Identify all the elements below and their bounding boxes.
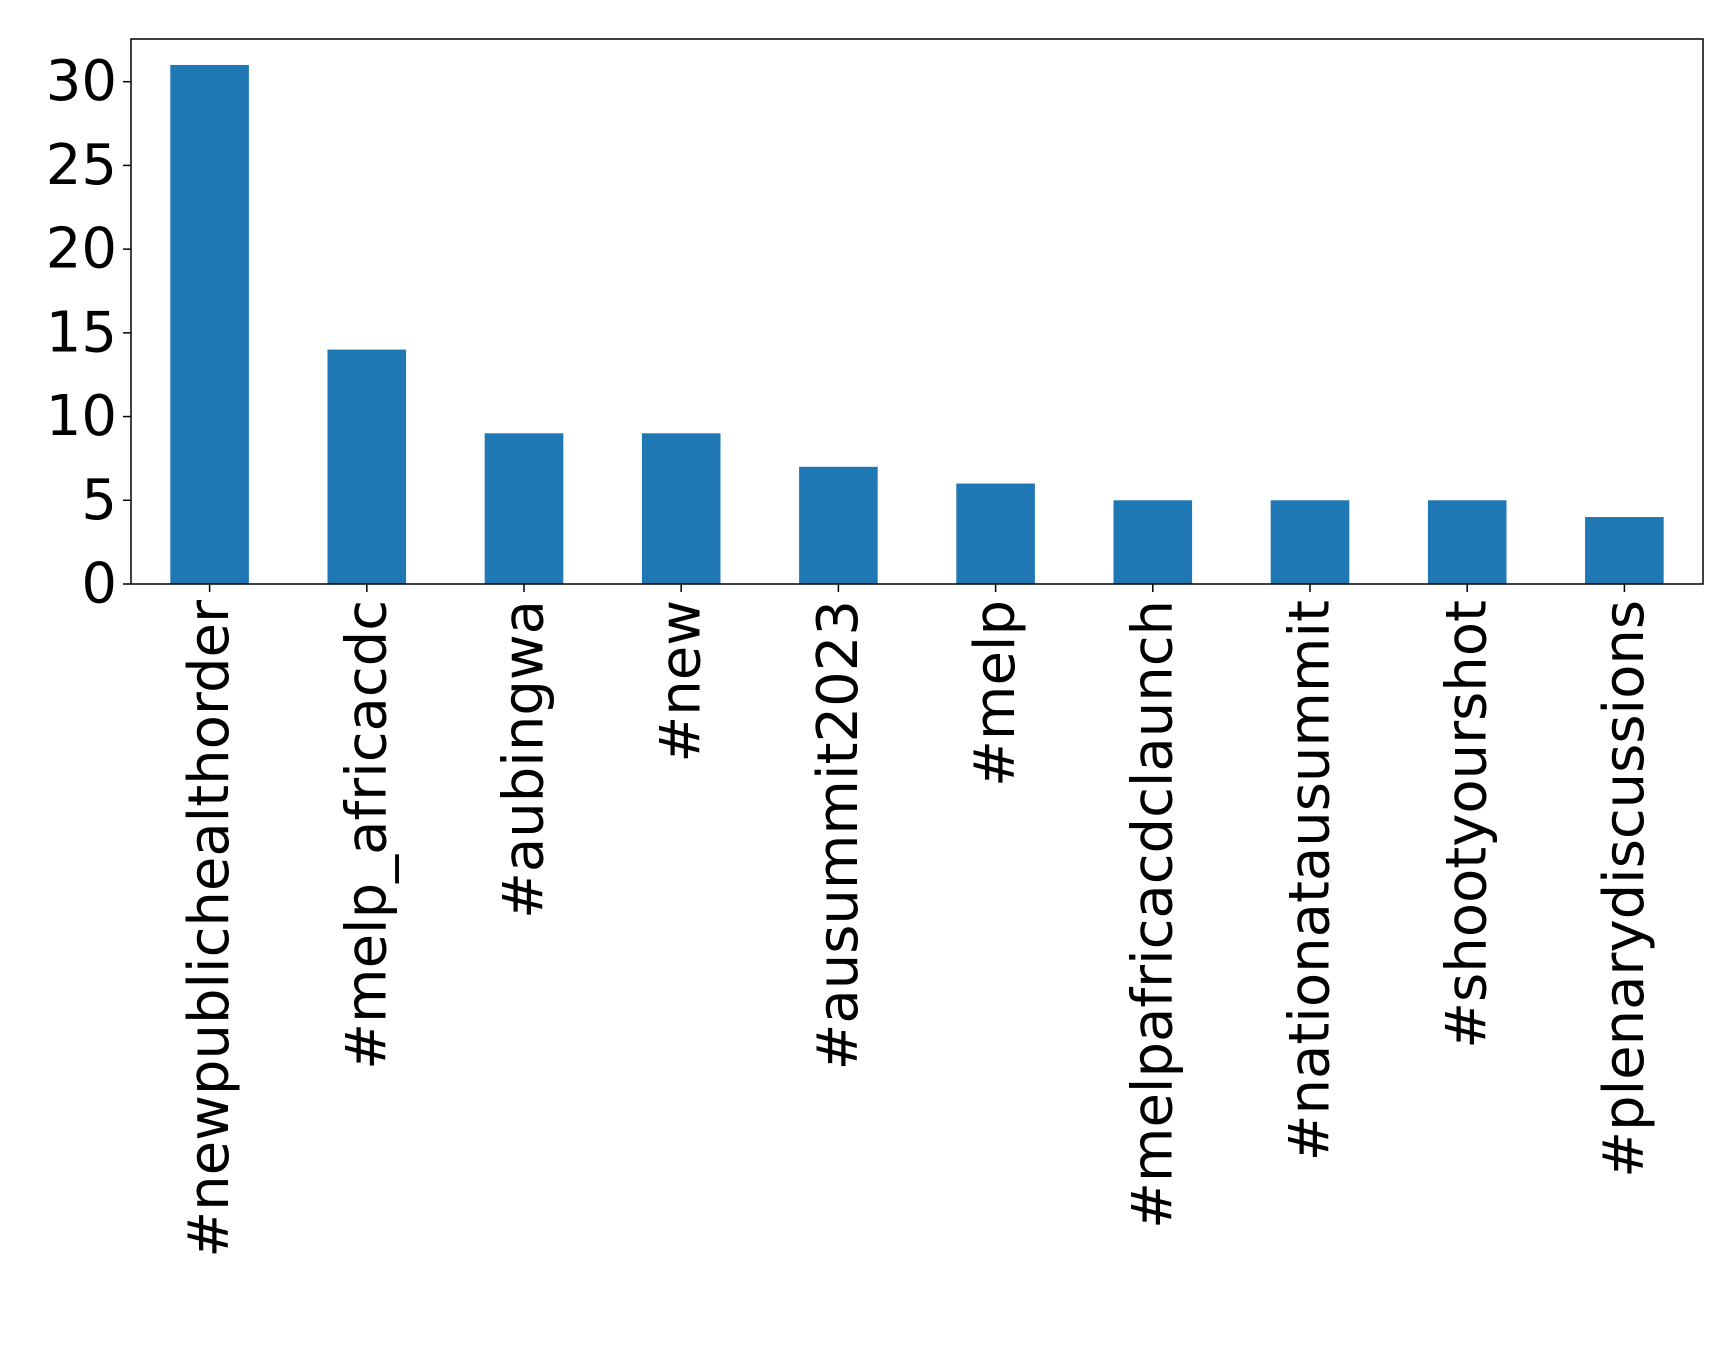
x-tick-label: #plenarydiscussions <box>1592 600 1657 1178</box>
y-tick-label: 5 <box>81 468 117 533</box>
x-tick-label: #melp <box>963 600 1028 787</box>
y-tick-label: 25 <box>46 133 117 198</box>
bars-group <box>170 64 1664 584</box>
x-tick-label: #new <box>649 600 714 763</box>
x-tick-label: #ausummit2023 <box>806 600 871 1071</box>
bar-plenarydiscussions <box>1585 517 1664 584</box>
x-tick-label: #nationatausummit <box>1278 600 1343 1161</box>
plot-frame <box>130 38 1704 585</box>
x-tick-label: #shootyourshot <box>1435 600 1500 1049</box>
bar-newpublichealthorder <box>170 64 249 584</box>
x-axis: #newpublichealthorder #melp_africacdc #aub… <box>177 584 1657 1258</box>
y-tick-label: 20 <box>46 217 117 282</box>
bar-melpafricacdclaunch <box>1113 500 1193 584</box>
bar-melp <box>956 483 1035 584</box>
y-axis: 0 5 10 15 20 25 30 <box>46 49 131 617</box>
x-tick-label: #aubingwa <box>492 600 557 919</box>
bar-shootyourshot <box>1427 500 1507 584</box>
y-tick-label: 15 <box>46 300 117 365</box>
bar-nationatausummit <box>1270 500 1350 584</box>
bar-aubingwa <box>484 433 564 584</box>
y-tick-label: 0 <box>81 552 117 617</box>
y-tick-label: 30 <box>46 49 117 114</box>
bar-new <box>641 433 721 584</box>
bar-melp-africacdc <box>327 349 407 584</box>
y-tick-label: 10 <box>46 384 117 449</box>
bar-ausummit2023 <box>799 466 878 584</box>
x-tick-label: #newpublichealthorder <box>177 599 242 1258</box>
x-tick-label: #melpafricacdclaunch <box>1120 600 1185 1229</box>
x-tick-label: #melp_africacdc <box>334 600 399 1070</box>
